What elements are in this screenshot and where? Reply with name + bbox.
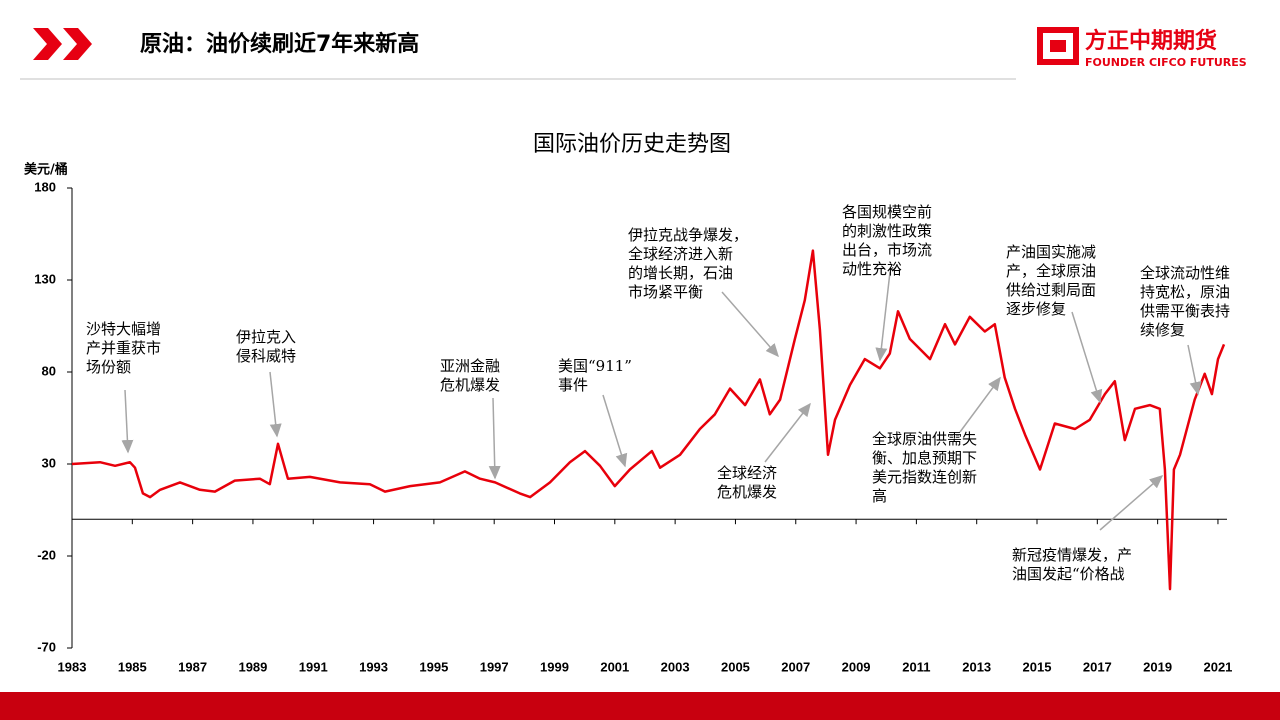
annotation-arrow [1071, 311, 1103, 404]
annotation-arrow [488, 397, 501, 480]
annotation-arrow [875, 271, 891, 362]
x-tick-label: 2017 [1083, 659, 1112, 674]
annotation-text: 的刺激性政策 [842, 222, 932, 240]
annotation-arrow [1187, 344, 1202, 396]
x-tick-label: 2005 [721, 659, 750, 674]
annotation-text: 产，全球原油 [1006, 262, 1096, 280]
annotation-arrow [959, 376, 1001, 433]
x-tick-label: 1987 [178, 659, 207, 674]
x-tick-label: 1995 [419, 659, 448, 674]
annotation-text: 各国规模空前 [842, 203, 932, 221]
annotation-text: 供需平衡表持 [1140, 302, 1230, 320]
annotation-text: 市场紧平衡 [628, 283, 703, 301]
annotation-arrow [269, 371, 282, 438]
annotation-text: 事件 [558, 376, 588, 394]
annotation-text: 油国发起“价格战 [1012, 565, 1125, 583]
x-tick-label: 1997 [480, 659, 509, 674]
y-tick-label: 30 [42, 455, 56, 470]
y-tick-label: 130 [34, 271, 56, 286]
annotation-text: 动性充裕 [842, 260, 902, 278]
y-tick-label: -70 [37, 639, 56, 654]
annotation-text: 产并重获市 [86, 339, 161, 357]
annotation-text: 逐步修复 [1006, 300, 1066, 318]
annotation-text: 持宽松，原油 [1140, 283, 1230, 301]
logo-en: FOUNDER CIFCO FUTURES [1085, 56, 1247, 69]
x-tick-label: 2019 [1143, 659, 1172, 674]
annotation-arrow [721, 291, 779, 358]
footer-band [0, 692, 1280, 720]
x-tick-label: 1991 [299, 659, 328, 674]
logo-cn: 方正中期期货 [1085, 28, 1217, 54]
annotation-text: 美国“911” [558, 357, 632, 375]
x-tick-label: 2007 [781, 659, 810, 674]
annotation-text: 伊拉克战争爆发， [628, 226, 748, 244]
x-tick-label: 1993 [359, 659, 388, 674]
annotation-text: 出台，市场流 [842, 241, 932, 259]
x-tick-label: 2015 [1023, 659, 1052, 674]
annotation-text: 续修复 [1140, 321, 1185, 339]
price-line [71, 249, 1226, 591]
y-axis-label: 美元/桶 [24, 162, 68, 178]
annotation-arrow [121, 389, 134, 454]
annotation-text: 沙特大幅增 [86, 320, 161, 338]
y-tick-label: 80 [42, 363, 56, 378]
annotation-text: 的增长期，石油 [628, 264, 733, 282]
chevron [33, 28, 62, 60]
chart-title: 国际油价历史走势图 [533, 132, 731, 157]
annotation-text: 高 [872, 487, 887, 505]
logo: 方正中期期货 FOUNDER CIFCO FUTURES [1037, 27, 1247, 69]
x-tick-label: 1999 [540, 659, 569, 674]
annotation-arrow [764, 402, 811, 463]
x-tick-label: 2021 [1203, 659, 1232, 674]
x-tick-label: 1989 [238, 659, 267, 674]
annotation-text: 全球原油供需失 [872, 430, 977, 448]
logo-icon [1037, 27, 1079, 65]
annotation-text: 衡、加息预期下 [872, 449, 977, 467]
annotation-text: 全球经济 [717, 464, 777, 482]
logo-icon [1050, 40, 1066, 52]
x-tick-label: 2013 [962, 659, 991, 674]
annotation-text: 场份额 [86, 358, 131, 376]
x-tick-label: 1983 [58, 659, 87, 674]
annotation-text: 亚洲金融 [440, 357, 500, 375]
annotation-arrow [1099, 475, 1164, 531]
x-tick-label: 2001 [600, 659, 629, 674]
annotation-text: 侵科威特 [236, 347, 296, 365]
annotation-text: 危机爆发 [717, 483, 777, 501]
x-tick-label: 2009 [842, 659, 871, 674]
annotation-text: 危机爆发 [440, 376, 500, 394]
x-tick-label: 1985 [118, 659, 147, 674]
annotation-text: 新冠疫情爆发，产 [1012, 546, 1132, 564]
annotation-arrow [602, 394, 628, 468]
annotation-text: 产油国实施减 [1006, 243, 1096, 261]
annotation-text: 供给过剩局面 [1006, 281, 1096, 299]
x-tick-label: 2003 [661, 659, 690, 674]
x-tick-label: 2011 [902, 659, 930, 674]
annotation-text: 美元指数连创新 [872, 468, 977, 486]
annotation-text: 伊拉克入 [236, 328, 296, 346]
chevron [63, 28, 92, 60]
annotation-text: 全球经济进入新 [628, 245, 733, 263]
y-tick-label: -20 [37, 547, 56, 562]
annotation-text: 全球流动性维 [1140, 264, 1230, 282]
slide-title: 原油：油价续刷近7年来新高 [140, 31, 419, 57]
y-tick-label: 180 [34, 179, 56, 194]
